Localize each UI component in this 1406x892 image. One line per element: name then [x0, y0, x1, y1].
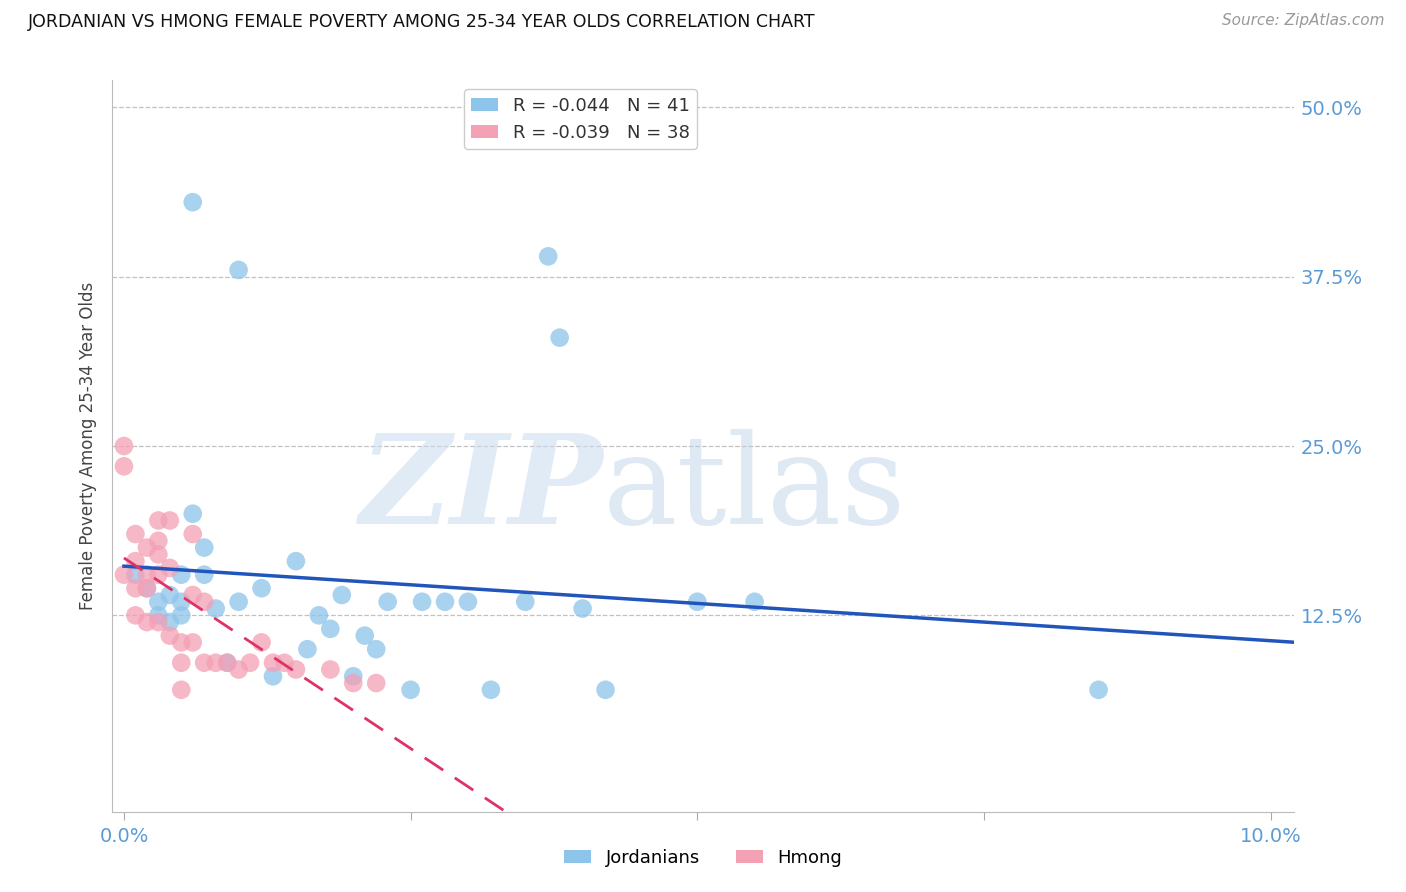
Point: [228, 595, 250, 609]
Point: [148, 547, 170, 561]
Point: [135, 615, 157, 629]
Point: [193, 595, 215, 609]
Point: [135, 581, 157, 595]
Point: [124, 554, 146, 568]
Point: [319, 663, 342, 677]
Y-axis label: Female Poverty Among 25-34 Year Olds: Female Poverty Among 25-34 Year Olds: [79, 282, 97, 610]
Point: [217, 656, 239, 670]
Point: [250, 581, 273, 595]
Point: [353, 629, 375, 643]
Point: [159, 615, 181, 629]
Point: [181, 588, 204, 602]
Point: [228, 263, 250, 277]
Point: [537, 249, 560, 263]
Point: [366, 676, 388, 690]
Point: [112, 439, 135, 453]
Point: [170, 656, 193, 670]
Point: [135, 541, 157, 555]
Point: [308, 608, 330, 623]
Point: [181, 527, 204, 541]
Point: [399, 682, 422, 697]
Point: [124, 581, 146, 595]
Point: [170, 595, 193, 609]
Point: [228, 663, 250, 677]
Point: [457, 595, 479, 609]
Text: Source: ZipAtlas.com: Source: ZipAtlas.com: [1222, 13, 1385, 29]
Point: [193, 656, 215, 670]
Point: [193, 567, 215, 582]
Point: [239, 656, 262, 670]
Point: [330, 588, 353, 602]
Point: [170, 635, 193, 649]
Point: [170, 682, 193, 697]
Point: [181, 195, 204, 210]
Point: [377, 595, 399, 609]
Point: [204, 601, 226, 615]
Point: [181, 507, 204, 521]
Point: [319, 622, 342, 636]
Point: [1087, 682, 1109, 697]
Point: [515, 595, 537, 609]
Point: [159, 561, 181, 575]
Point: [112, 567, 135, 582]
Point: [181, 635, 204, 649]
Point: [284, 663, 307, 677]
Point: [273, 656, 295, 670]
Text: atlas: atlas: [603, 429, 905, 550]
Point: [744, 595, 766, 609]
Point: [262, 656, 284, 670]
Point: [686, 595, 709, 609]
Point: [148, 514, 170, 528]
Point: [595, 682, 617, 697]
Point: [342, 669, 364, 683]
Point: [366, 642, 388, 657]
Point: [124, 567, 146, 582]
Point: [170, 608, 193, 623]
Legend: Jordanians, Hmong: Jordanians, Hmong: [557, 842, 849, 874]
Text: JORDANIAN VS HMONG FEMALE POVERTY AMONG 25-34 YEAR OLDS CORRELATION CHART: JORDANIAN VS HMONG FEMALE POVERTY AMONG …: [28, 13, 815, 31]
Point: [124, 527, 146, 541]
Point: [217, 656, 239, 670]
Point: [284, 554, 307, 568]
Legend: R = -0.044   N = 41, R = -0.039   N = 38: R = -0.044 N = 41, R = -0.039 N = 38: [464, 89, 697, 149]
Point: [124, 608, 146, 623]
Point: [250, 635, 273, 649]
Point: [548, 331, 571, 345]
Point: [148, 595, 170, 609]
Point: [204, 656, 226, 670]
Point: [112, 459, 135, 474]
Point: [135, 581, 157, 595]
Point: [411, 595, 433, 609]
Point: [148, 533, 170, 548]
Point: [148, 615, 170, 629]
Point: [159, 514, 181, 528]
Point: [148, 608, 170, 623]
Point: [571, 601, 593, 615]
Point: [262, 669, 284, 683]
Point: [170, 567, 193, 582]
Point: [159, 629, 181, 643]
Point: [297, 642, 319, 657]
Text: ZIP: ZIP: [359, 429, 603, 550]
Point: [342, 676, 364, 690]
Point: [434, 595, 457, 609]
Point: [193, 541, 215, 555]
Point: [479, 682, 502, 697]
Point: [135, 567, 157, 582]
Point: [159, 588, 181, 602]
Point: [148, 567, 170, 582]
